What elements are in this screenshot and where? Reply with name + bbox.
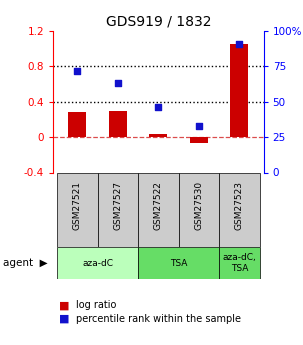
Text: TSA: TSA: [170, 258, 187, 268]
Bar: [190, 137, 208, 143]
Text: GSM27530: GSM27530: [194, 181, 203, 230]
Bar: [149, 135, 168, 137]
Text: aza-dC: aza-dC: [82, 258, 113, 268]
Bar: [219, 172, 260, 247]
Bar: [178, 172, 219, 247]
Bar: [68, 112, 86, 137]
Text: GSM27527: GSM27527: [113, 181, 122, 230]
Point: [115, 81, 120, 86]
Text: agent  ▶: agent ▶: [3, 258, 48, 268]
Text: percentile rank within the sample: percentile rank within the sample: [76, 314, 241, 324]
Text: log ratio: log ratio: [76, 300, 116, 310]
Point: [75, 68, 80, 73]
Bar: [57, 247, 138, 279]
Bar: [138, 172, 178, 247]
Text: ■: ■: [59, 314, 70, 324]
Bar: [57, 172, 98, 247]
Bar: [219, 247, 260, 279]
Bar: [138, 247, 219, 279]
Bar: [230, 44, 248, 137]
Title: GDS919 / 1832: GDS919 / 1832: [105, 14, 211, 29]
Point: [237, 41, 242, 47]
Point: [156, 105, 161, 110]
Bar: [98, 172, 138, 247]
Text: aza-dC,
TSA: aza-dC, TSA: [222, 253, 256, 273]
Bar: [109, 111, 127, 137]
Text: GSM27523: GSM27523: [235, 181, 244, 230]
Text: ■: ■: [59, 300, 70, 310]
Point: [196, 123, 201, 129]
Text: GSM27521: GSM27521: [73, 181, 82, 230]
Text: GSM27522: GSM27522: [154, 181, 163, 230]
